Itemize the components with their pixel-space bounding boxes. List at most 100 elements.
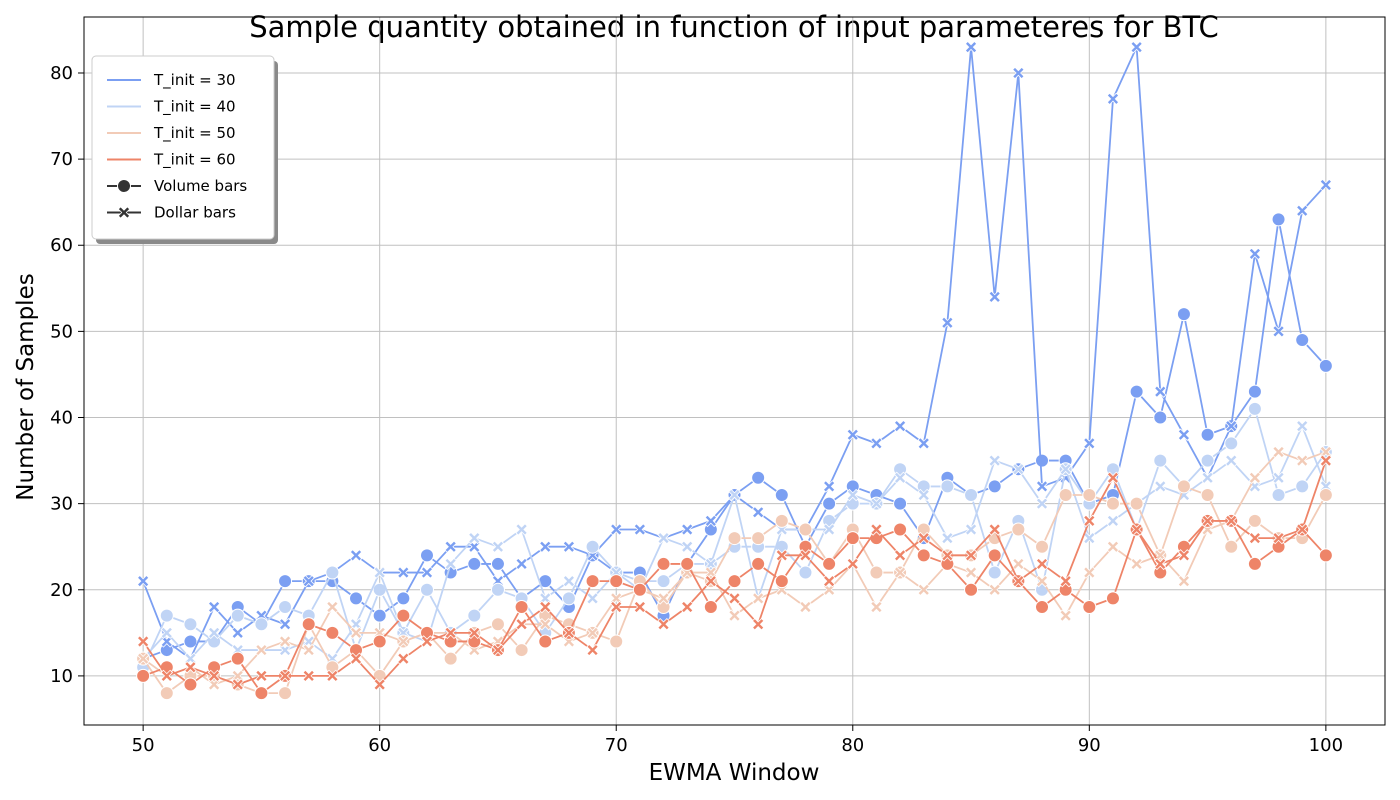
data-point xyxy=(703,600,718,614)
data-point xyxy=(1319,178,1333,192)
data-point xyxy=(515,523,528,536)
data-point xyxy=(302,669,315,683)
data-point xyxy=(893,496,908,511)
data-point xyxy=(893,549,907,562)
data-point xyxy=(1224,436,1239,451)
data-point xyxy=(1201,471,1214,485)
data-point xyxy=(159,686,174,701)
legend-label: Dollar bars xyxy=(154,204,236,222)
data-point xyxy=(987,479,1002,494)
data-point xyxy=(1059,609,1072,622)
data-point xyxy=(230,608,245,623)
data-point xyxy=(680,556,695,571)
data-point xyxy=(278,635,292,648)
data-point xyxy=(420,635,434,648)
data-point xyxy=(941,316,954,329)
data-point xyxy=(1247,401,1262,416)
data-point xyxy=(586,643,599,657)
legend-entry: Dollar bars xyxy=(107,204,236,222)
data-point xyxy=(751,592,765,605)
data-point xyxy=(941,531,954,545)
data-point xyxy=(1012,462,1025,476)
data-point xyxy=(278,600,293,614)
data-point xyxy=(302,643,315,657)
legend: T_init = 30 T_init = 40 T_init = 50 T_init … xyxy=(91,55,278,244)
data-point xyxy=(349,626,363,640)
data-point xyxy=(490,582,505,597)
data-point xyxy=(1225,514,1238,528)
data-point xyxy=(1200,488,1215,503)
data-point xyxy=(1012,66,1025,80)
data-point xyxy=(609,574,624,589)
data-point xyxy=(325,625,340,640)
data-point xyxy=(539,618,552,631)
data-point xyxy=(278,618,292,631)
data-point xyxy=(610,600,623,614)
data-point xyxy=(822,583,836,596)
data-point xyxy=(160,669,174,683)
series-path xyxy=(142,46,1327,660)
data-point xyxy=(1105,496,1120,511)
data-point xyxy=(349,652,363,665)
data-point xyxy=(1272,471,1285,485)
data-point xyxy=(397,566,410,579)
data-point xyxy=(183,617,198,632)
data-point xyxy=(680,540,694,553)
data-point xyxy=(893,419,907,433)
legend-entry: T_init = 40 xyxy=(107,98,236,117)
data-point xyxy=(1247,384,1262,399)
data-point xyxy=(373,678,386,691)
x-tick-label: 70 xyxy=(605,735,628,756)
data-point xyxy=(1272,531,1285,545)
data-point xyxy=(1318,548,1333,563)
data-point xyxy=(1177,549,1191,562)
data-point xyxy=(1318,488,1333,503)
data-point xyxy=(278,686,293,701)
data-point xyxy=(1318,358,1333,373)
data-point xyxy=(1035,480,1049,493)
data-point xyxy=(751,531,766,546)
data-point xyxy=(160,626,174,640)
data-point xyxy=(1035,453,1050,468)
data-point xyxy=(443,651,458,666)
data-point xyxy=(490,556,505,571)
data-point xyxy=(940,479,955,494)
data-point xyxy=(586,626,599,640)
data-point xyxy=(1247,556,1262,571)
data-point xyxy=(964,488,979,503)
data-point xyxy=(657,531,670,545)
x-axis-label: EWMA Window xyxy=(649,760,820,786)
data-point xyxy=(1248,471,1262,485)
legend-entry: T_init = 60 xyxy=(107,151,236,170)
y-tick-label: 70 xyxy=(50,149,73,170)
data-point xyxy=(1106,514,1120,528)
series-line xyxy=(136,454,1333,691)
data-point xyxy=(657,592,670,605)
series-line xyxy=(136,40,1333,665)
data-point xyxy=(1035,557,1049,571)
data-point xyxy=(183,677,198,692)
data-point xyxy=(799,549,812,562)
data-point xyxy=(444,540,457,553)
legend-label: T_init = 50 xyxy=(153,124,236,143)
data-point xyxy=(822,496,837,511)
data-point xyxy=(278,643,292,657)
x-tick-label: 60 xyxy=(368,735,391,756)
y-tick-label: 60 xyxy=(50,235,73,256)
data-point xyxy=(633,600,647,614)
data-point xyxy=(632,582,647,597)
data-point xyxy=(964,582,979,597)
data-point xyxy=(397,652,410,665)
data-point xyxy=(798,565,813,580)
data-point xyxy=(1248,531,1262,545)
legend-label: T_init = 30 xyxy=(153,71,236,90)
data-point xyxy=(1153,453,1168,468)
data-point xyxy=(278,669,292,683)
data-point xyxy=(869,565,884,580)
data-point xyxy=(1035,574,1049,588)
data-point xyxy=(1225,454,1238,467)
grid xyxy=(84,17,1385,725)
data-point xyxy=(728,488,741,502)
data-point xyxy=(585,574,600,589)
data-point xyxy=(893,471,907,485)
